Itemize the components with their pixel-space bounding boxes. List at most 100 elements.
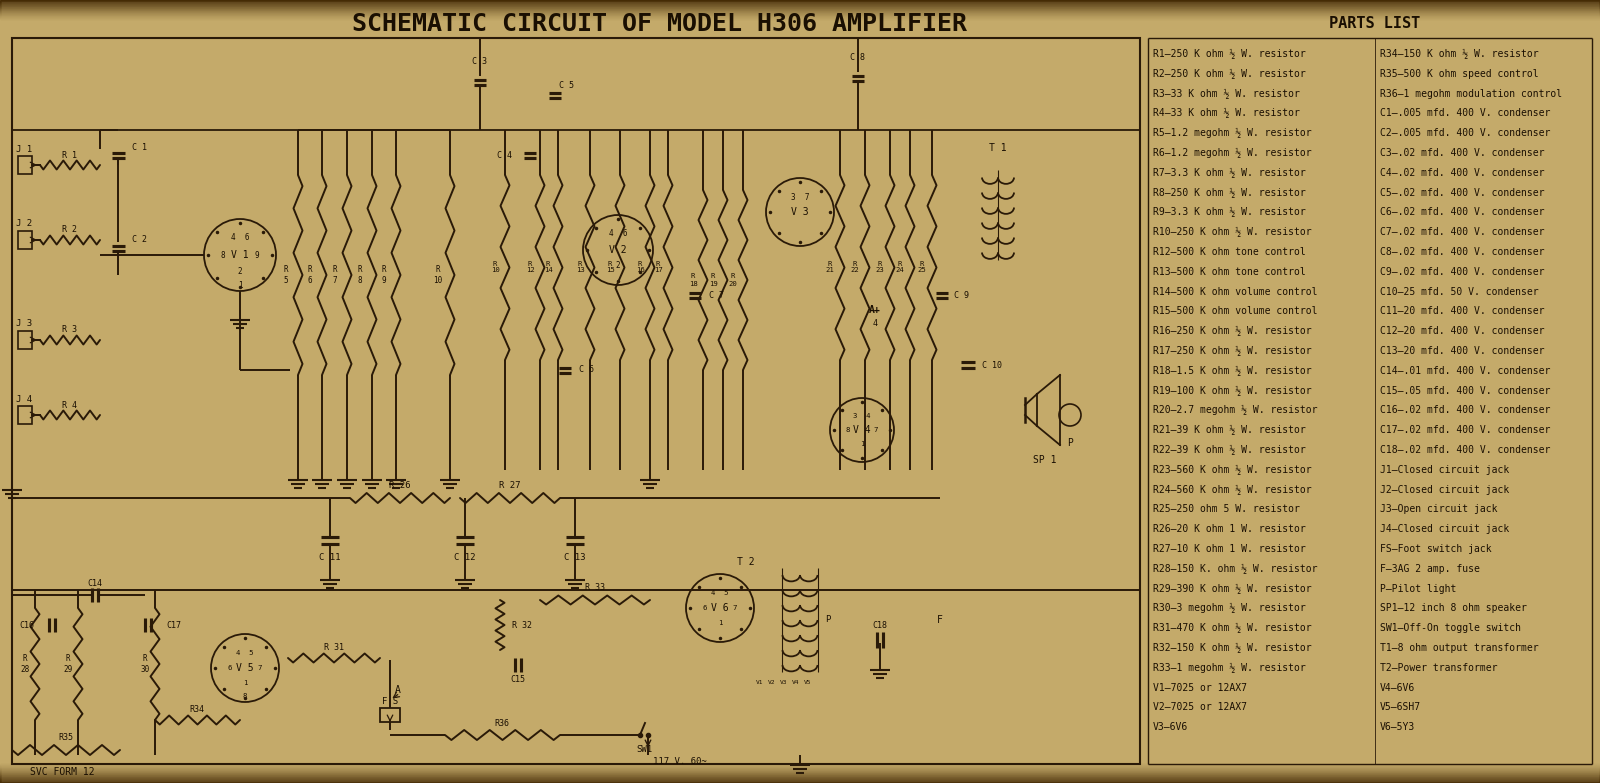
Bar <box>0 0 1600 20</box>
Text: R22—39 K ohm ½ W. resistor: R22—39 K ohm ½ W. resistor <box>1154 445 1306 455</box>
Bar <box>0 782 1600 783</box>
Text: C1—.005 mfd. 400 V. condenser: C1—.005 mfd. 400 V. condenser <box>1379 108 1550 118</box>
Text: C16—.02 mfd. 400 V. condenser: C16—.02 mfd. 400 V. condenser <box>1379 406 1550 416</box>
Bar <box>0 0 1600 5</box>
Text: R
5: R 5 <box>283 265 288 285</box>
Bar <box>18 231 32 249</box>
Text: V 2: V 2 <box>610 245 627 255</box>
Text: R34—150 K ohm ½ W. resistor: R34—150 K ohm ½ W. resistor <box>1379 49 1539 59</box>
Text: R
9: R 9 <box>382 265 386 285</box>
Text: R24—560 K ohm ½ W. resistor: R24—560 K ohm ½ W. resistor <box>1154 485 1312 495</box>
Bar <box>0 0 1600 18</box>
Bar <box>0 0 1600 10</box>
Text: 117 V. 60~: 117 V. 60~ <box>653 757 707 767</box>
Text: R13—500 K ohm tone control: R13—500 K ohm tone control <box>1154 267 1306 277</box>
Text: C 6: C 6 <box>579 366 594 374</box>
Text: 3  7: 3 7 <box>790 193 810 201</box>
Text: R36: R36 <box>494 719 509 727</box>
Bar <box>18 331 32 349</box>
Text: J1—Closed circuit jack: J1—Closed circuit jack <box>1379 465 1509 474</box>
Text: R
22: R 22 <box>851 261 859 273</box>
Text: T1—8 ohm output transformer: T1—8 ohm output transformer <box>1379 643 1539 653</box>
Bar <box>0 0 1600 7</box>
Text: R
15: R 15 <box>606 261 614 273</box>
Text: R
14: R 14 <box>544 261 552 273</box>
Text: C2—.005 mfd. 400 V. condenser: C2—.005 mfd. 400 V. condenser <box>1379 128 1550 139</box>
Text: R21—39 K ohm ½ W. resistor: R21—39 K ohm ½ W. resistor <box>1154 425 1306 435</box>
Text: F: F <box>938 615 942 625</box>
Text: R
24: R 24 <box>896 261 904 273</box>
Text: R 31: R 31 <box>323 643 344 651</box>
Bar <box>0 0 1600 11</box>
Bar <box>0 0 1600 3</box>
Text: C15: C15 <box>510 674 525 684</box>
Text: C 13: C 13 <box>565 554 586 562</box>
Text: C18: C18 <box>872 622 888 630</box>
Bar <box>0 780 1600 783</box>
Text: R
30: R 30 <box>141 655 150 673</box>
Text: 8: 8 <box>221 251 226 259</box>
Text: 2: 2 <box>616 262 621 270</box>
Text: R9—3.3 K ohm ½ W. resistor: R9—3.3 K ohm ½ W. resistor <box>1154 207 1306 218</box>
Text: C 3: C 3 <box>472 57 488 67</box>
Bar <box>0 0 1600 1</box>
Text: C5—.02 mfd. 400 V. condenser: C5—.02 mfd. 400 V. condenser <box>1379 188 1544 197</box>
Text: R 27: R 27 <box>499 482 520 490</box>
Text: P: P <box>826 615 830 625</box>
Text: R
25: R 25 <box>918 261 926 273</box>
Text: R
16: R 16 <box>635 261 645 273</box>
Text: R3—33 K ohm ½ W. resistor: R3—33 K ohm ½ W. resistor <box>1154 88 1299 99</box>
Bar <box>0 763 1600 783</box>
Text: R31—470 K ohm ½ W. resistor: R31—470 K ohm ½ W. resistor <box>1154 623 1312 633</box>
Text: J4—Closed circuit jack: J4—Closed circuit jack <box>1379 524 1509 534</box>
Text: R
7: R 7 <box>333 265 338 285</box>
Text: C8—.02 mfd. 400 V. condenser: C8—.02 mfd. 400 V. condenser <box>1379 247 1544 257</box>
Text: R6—1.2 megohm ½ W. resistor: R6—1.2 megohm ½ W. resistor <box>1154 148 1312 158</box>
Text: R
10: R 10 <box>434 265 443 285</box>
Text: R
10: R 10 <box>491 261 499 273</box>
Text: R 32: R 32 <box>512 620 531 630</box>
Bar <box>381 708 400 722</box>
Text: R34: R34 <box>189 705 205 713</box>
Text: R18—1.5 K ohm ½ W. resistor: R18—1.5 K ohm ½ W. resistor <box>1154 366 1312 376</box>
Text: R12—500 K ohm tone control: R12—500 K ohm tone control <box>1154 247 1306 257</box>
Text: R
12: R 12 <box>526 261 534 273</box>
Bar <box>0 772 1600 783</box>
Bar <box>0 775 1600 783</box>
Text: R29—390 K ohm ½ W. resistor: R29—390 K ohm ½ W. resistor <box>1154 583 1312 594</box>
Bar <box>0 0 1600 9</box>
Text: SW1—Off-On toggle switch: SW1—Off-On toggle switch <box>1379 623 1522 633</box>
Text: R
28: R 28 <box>21 655 30 673</box>
Text: J 3: J 3 <box>16 319 32 329</box>
Text: R 2: R 2 <box>62 226 77 234</box>
Text: C13—20 mfd. 400 V. condenser: C13—20 mfd. 400 V. condenser <box>1379 346 1544 356</box>
Text: V3: V3 <box>781 680 787 684</box>
Text: V6—5Y3: V6—5Y3 <box>1379 722 1416 732</box>
Text: V3—6V6: V3—6V6 <box>1154 722 1189 732</box>
Text: T 1: T 1 <box>989 143 1006 153</box>
Text: R
23: R 23 <box>875 261 885 273</box>
Bar <box>0 0 1600 12</box>
Text: R
21: R 21 <box>826 261 834 273</box>
Text: C 5: C 5 <box>558 81 574 89</box>
Bar <box>0 777 1600 783</box>
Text: 4: 4 <box>872 319 877 327</box>
Text: 3  4: 3 4 <box>853 413 870 419</box>
Bar <box>0 0 1600 17</box>
Text: F S: F S <box>382 697 398 705</box>
Text: J3—Open circuit jack: J3—Open circuit jack <box>1379 504 1498 514</box>
Bar <box>0 778 1600 783</box>
Text: R
6: R 6 <box>307 265 312 285</box>
Text: R
18: R 18 <box>688 273 698 287</box>
Text: V2—7025 or 12AX7: V2—7025 or 12AX7 <box>1154 702 1246 713</box>
Text: R17—250 K ohm ½ W. resistor: R17—250 K ohm ½ W. resistor <box>1154 346 1312 356</box>
Text: 4  5: 4 5 <box>712 590 728 596</box>
Text: 7: 7 <box>874 427 878 433</box>
Text: V 6: V 6 <box>710 603 730 613</box>
Bar <box>0 0 1600 19</box>
Text: R1—250 K ohm ½ W. resistor: R1—250 K ohm ½ W. resistor <box>1154 49 1306 59</box>
Text: R2—250 K ohm ½ W. resistor: R2—250 K ohm ½ W. resistor <box>1154 69 1306 79</box>
Text: J 4: J 4 <box>16 395 32 403</box>
Text: R35: R35 <box>59 734 74 742</box>
Text: C11—20 mfd. 400 V. condenser: C11—20 mfd. 400 V. condenser <box>1379 306 1544 316</box>
